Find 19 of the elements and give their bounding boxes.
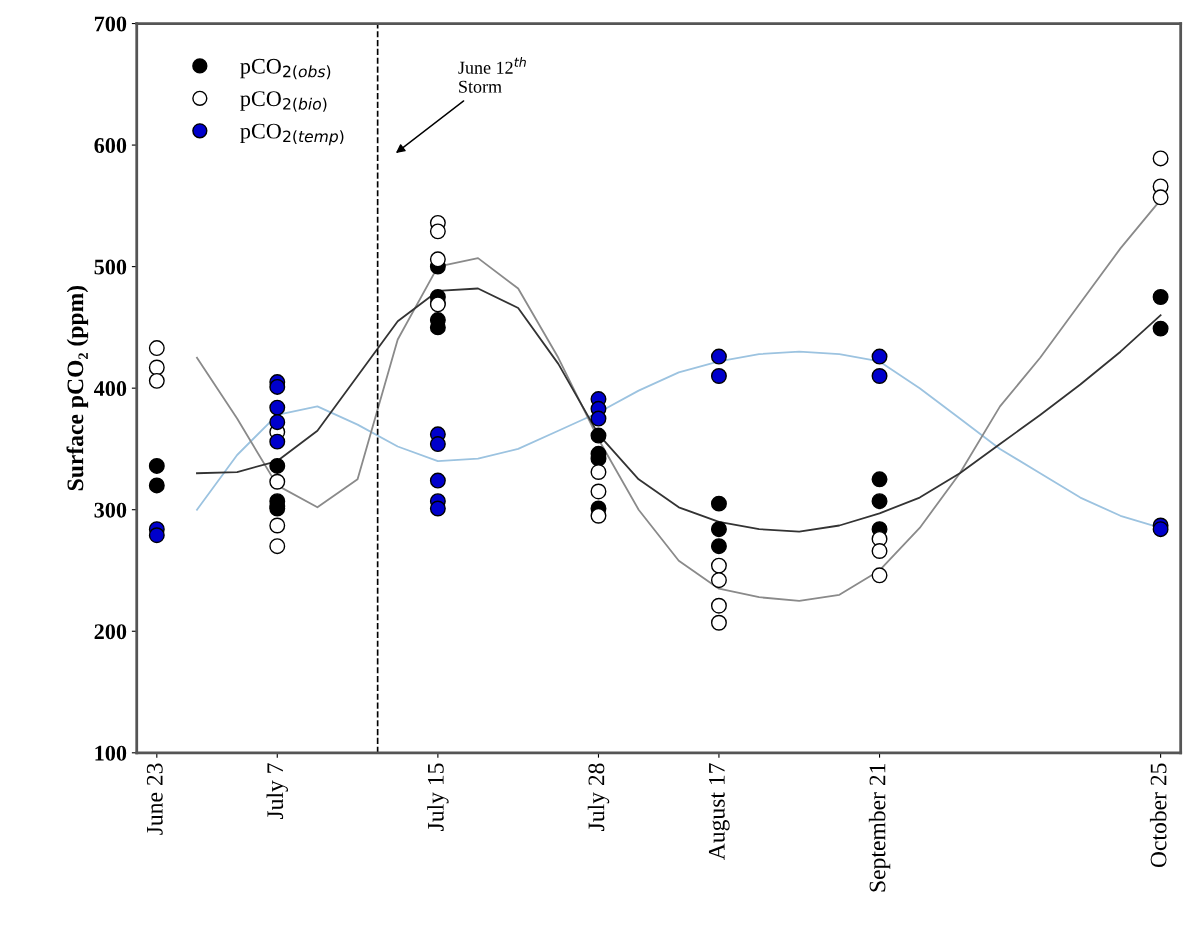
y-tick-label: 400: [93, 381, 127, 397]
legend-label: pCO$_{2(obs)}$: [240, 58, 331, 80]
y-tick-label: 600: [94, 138, 127, 153]
x-tick-label: September 21: [868, 763, 891, 892]
y-axis-title: Surface pCO₂ (ppm): [66, 285, 89, 491]
x-tick-label: July 7: [266, 763, 289, 820]
legend-label: pCO$_{2(bio)}$: [240, 91, 327, 112]
y-tick-label: 700: [94, 16, 127, 32]
x-tick-label: July 28: [587, 763, 610, 831]
x-tick-label: October 25: [1149, 763, 1167, 868]
y-tick-label: 500: [94, 259, 127, 275]
x-tick-label: June 23: [146, 763, 163, 835]
x-tick-label: July 15: [427, 763, 449, 831]
x-tick-label: August 17: [708, 763, 730, 861]
text: June 12$^{th}$ Storm: [458, 57, 526, 93]
y-tick-label: 300: [94, 502, 127, 518]
y-tick-label: 100: [95, 745, 127, 761]
legend-label: pCO$_{2(temp)}$: [240, 123, 344, 146]
y-tick-label: 200: [94, 624, 127, 640]
